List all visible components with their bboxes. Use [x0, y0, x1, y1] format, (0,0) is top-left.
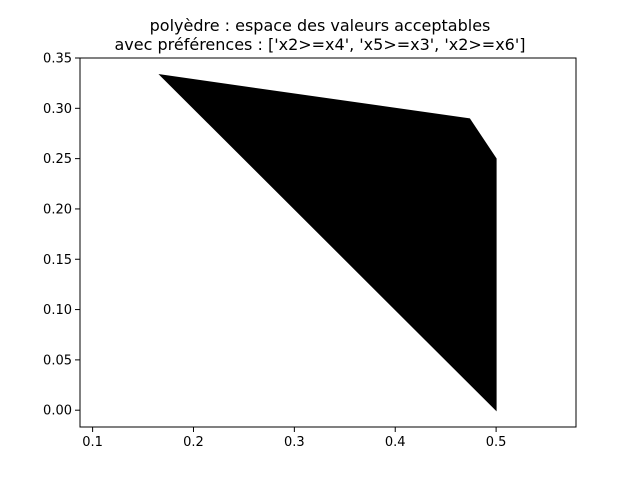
y-tick-label: 0.35	[43, 52, 72, 67]
x-tick-label: 0.4	[385, 435, 406, 450]
chart-title-line-2: avec préférences : ['x2>=x4', 'x5>=x3', …	[114, 35, 526, 54]
feasible-region-polygon	[158, 74, 497, 412]
x-tick-label: 0.1	[82, 435, 103, 450]
y-tick-label: 0.10	[43, 303, 72, 318]
axes-frame	[79, 57, 577, 428]
y-tick-label: 0.25	[43, 152, 72, 167]
y-tick-label: 0.05	[43, 353, 72, 368]
y-tick-label: 0.15	[43, 253, 72, 268]
x-tick-label: 0.2	[183, 435, 204, 450]
x-tick-label: 0.5	[486, 435, 507, 450]
y-tick-label: 0.20	[43, 202, 72, 217]
x-tick-label: 0.3	[284, 435, 305, 450]
y-tick-label: 0.30	[43, 102, 72, 117]
y-tick-label: 0.00	[43, 404, 72, 419]
y-axis: 0.00 0.05 0.10 0.15 0.20 0.25 0.30 0.35	[43, 52, 80, 419]
chart-title-line-1: polyèdre : espace des valeurs acceptable…	[149, 16, 491, 35]
x-axis: 0.1 0.2 0.3 0.4 0.5	[82, 427, 506, 450]
